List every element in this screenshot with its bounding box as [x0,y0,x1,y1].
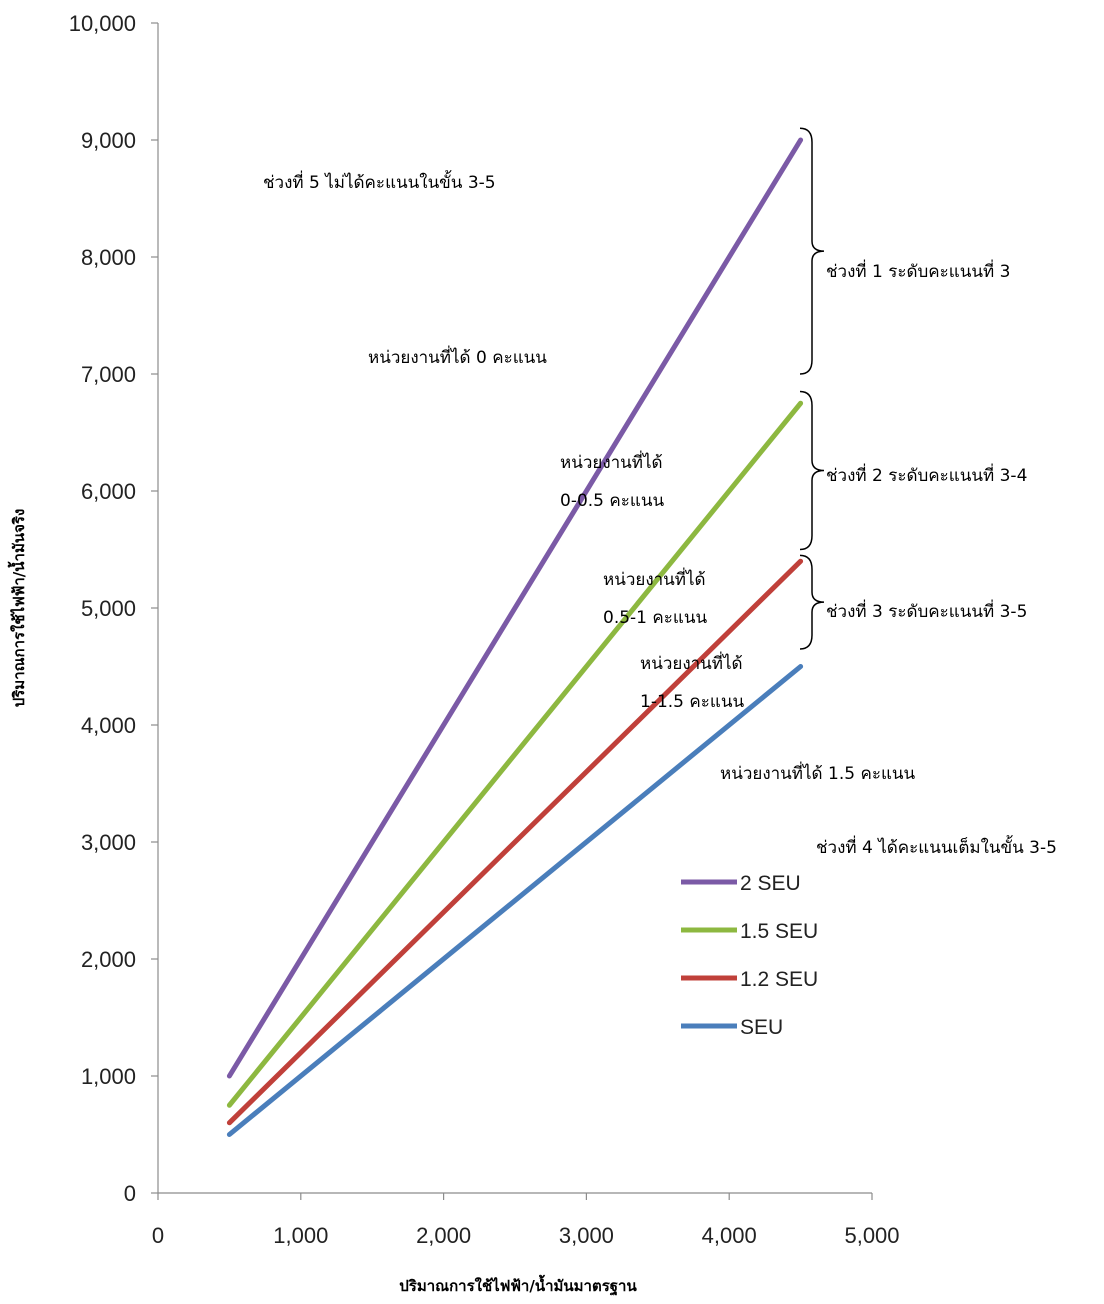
annotation-score-05-1: หน่วยงานที่ได้ [603,567,706,590]
y-tick-label: 7,000 [81,362,136,387]
y-tick-label: 4,000 [81,713,136,738]
annotation-zone4: ช่วงที่ 4 ได้คะแนนเต็มในขั้น 3-5 [816,835,1057,858]
brace-zone1 [799,127,825,375]
annotation-layer: ช่วงที่ 5 ไม่ได้คะแนนในขั้น 3-5 หน่วยงานท… [263,170,1057,858]
x-axis-title: ปริมาณการใช้ไฟฟ้า/น้ำมันมาตรฐาน [399,1274,637,1296]
y-tick-label: 1,000 [81,1064,136,1089]
series-line-1_5-seu [226,400,804,1108]
y-tick-label: 0 [124,1181,136,1206]
y-tick-label: 2,000 [81,947,136,972]
series-layer [226,137,804,1137]
legend-label: SEU [740,1016,783,1039]
legend-label: 2 SEU [740,872,801,895]
annotation-zone2: ช่วงที่ 2 ระดับคะแนนที่ 3-4 [826,463,1027,486]
brace-zone3 [799,554,825,650]
x-tick-label: 1,000 [273,1223,328,1248]
y-tick-label: 9,000 [81,128,136,153]
annotation-zone3: ช่วงที่ 3 ระดับคะแนนที่ 3-5 [826,599,1027,622]
annotation-score-05-1: 0.5-1 คะแนน [603,608,707,628]
x-tick-label: 3,000 [559,1223,614,1248]
annotation-score-0-05: 0-0.5 คะแนน [560,491,664,511]
brace-layer [799,127,825,650]
series-line-2-seu [226,137,804,1079]
legend: 2 SEU 1.5 SEU 1.2 SEU SEU [681,872,818,1039]
annotation-zone5-score: หน่วยงานที่ได้ 0 คะแนน [368,345,547,368]
annotation-zone5: ช่วงที่ 5 ไม่ได้คะแนนในขั้น 3-5 [263,170,496,193]
axes: 0 1,000 2,000 3,000 4,000 5,000 6,000 7,000 8,00… [69,11,900,1248]
y-tick-label: 10,000 [69,11,136,36]
brace-zone2 [799,390,825,551]
annotation-score-0-05: หน่วยงานที่ได้ [560,450,663,473]
x-tick-label: 2,000 [416,1223,471,1248]
series-line-seu [226,664,804,1137]
annotation-score-15: หน่วยงานที่ได้ 1.5 คะแนน [720,761,916,784]
annotation-zone1: ช่วงที่ 1 ระดับคะแนนที่ 3 [826,259,1010,282]
series-line-1_2-seu [226,558,804,1126]
y-tick-label: 6,000 [81,479,136,504]
y-axis-title: ปริมาณการใช้ไฟฟ้า/น้ำมันจริง [7,509,28,708]
annotation-score-1-15: หน่วยงานที่ได้ [640,651,743,674]
x-tick-label: 0 [152,1223,164,1248]
x-tick-label: 4,000 [702,1223,757,1248]
y-tick-label: 3,000 [81,830,136,855]
legend-label: 1.2 SEU [740,968,818,991]
y-tick-label: 8,000 [81,245,136,270]
annotation-score-1-15: 1-1.5 คะแนน [640,692,744,712]
x-tick-label: 5,000 [844,1223,899,1248]
y-tick-label: 5,000 [81,596,136,621]
legend-label: 1.5 SEU [740,920,818,943]
